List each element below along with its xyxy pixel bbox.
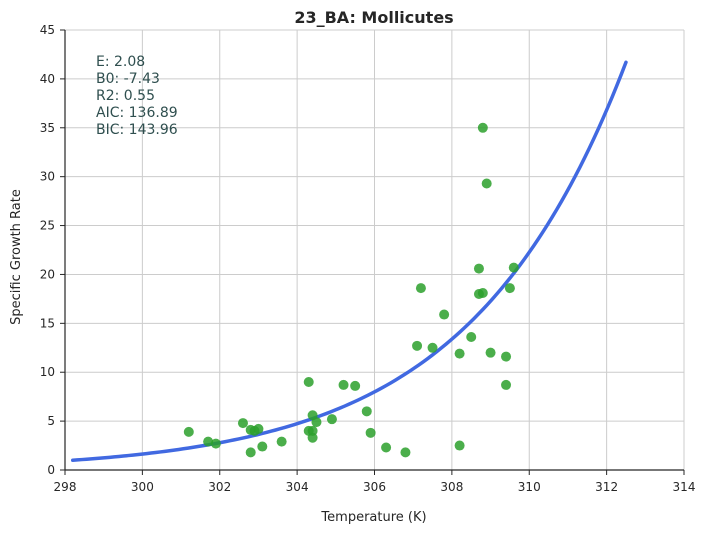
y-tick-label: 15	[40, 316, 55, 330]
data-point	[501, 351, 512, 362]
data-point	[276, 436, 287, 447]
x-tick-label: 308	[440, 480, 463, 494]
data-point	[350, 380, 361, 391]
fit-curve-group	[70, 60, 628, 462]
y-tick-label: 30	[40, 170, 55, 184]
y-axis-label: Specific Growth Rate	[9, 189, 24, 325]
data-point	[303, 377, 314, 387]
data-point	[415, 283, 426, 294]
stat-e: E: 2.08	[96, 54, 145, 70]
data-point	[501, 379, 512, 390]
stat-aic: AIC: 136.89	[96, 105, 178, 121]
fit-stats: E: 2.08 B0: -7.43 R2: 0.55 AIC: 136.89 B…	[96, 54, 178, 138]
x-tick-label: 312	[595, 480, 618, 494]
data-point	[427, 342, 438, 353]
data-point	[203, 436, 214, 447]
x-tick-label: 300	[131, 480, 154, 494]
x-tick-label: 314	[673, 480, 696, 494]
x-axis-label: Temperature (K)	[320, 510, 426, 525]
data-point	[473, 263, 484, 274]
data-point	[485, 347, 496, 358]
x-tick-label: 306	[363, 480, 386, 494]
data-points	[183, 122, 519, 458]
data-point	[466, 332, 477, 343]
data-point	[210, 438, 221, 449]
data-point	[454, 348, 465, 359]
data-point	[338, 379, 349, 390]
data-point	[400, 447, 411, 458]
data-point	[311, 417, 322, 428]
stat-bic: BIC: 143.96	[96, 122, 178, 138]
axes: 298 300 302 304 306 308 310 312 314 0 5 10 15 20 25 30 3…	[40, 23, 696, 494]
data-point	[253, 423, 264, 434]
stat-b0: B0: -7.43	[96, 71, 160, 87]
data-point	[508, 262, 519, 273]
y-tick-label: 25	[40, 219, 55, 233]
data-point	[454, 440, 465, 451]
data-point	[307, 432, 318, 443]
stat-r2: R2: 0.55	[96, 88, 155, 104]
y-tick-label: 5	[47, 414, 55, 428]
data-point	[237, 418, 248, 429]
data-point	[412, 340, 423, 351]
data-point	[245, 447, 256, 458]
chart-title: 23_BA: Mollicutes	[294, 8, 453, 27]
y-tick-label: 45	[40, 23, 55, 37]
y-tick-label: 10	[40, 365, 55, 379]
data-point	[481, 178, 492, 189]
data-point	[361, 406, 372, 417]
y-tick-label: 0	[47, 463, 55, 477]
x-tick-label: 310	[518, 480, 541, 494]
y-tick-label: 20	[40, 267, 55, 281]
fit-curve	[70, 60, 628, 462]
x-tick-label: 304	[286, 480, 309, 494]
data-point	[365, 427, 376, 438]
data-point	[183, 426, 194, 437]
x-tick-label: 298	[54, 480, 77, 494]
data-point	[381, 442, 392, 453]
y-tick-label: 40	[40, 72, 55, 86]
data-point	[439, 309, 450, 320]
data-point	[307, 425, 318, 436]
data-point	[326, 414, 337, 425]
y-tick-label: 35	[40, 121, 55, 135]
data-point	[477, 122, 488, 133]
data-point	[477, 288, 488, 299]
x-tick-label: 302	[208, 480, 231, 494]
data-point	[504, 283, 515, 294]
data-point	[257, 441, 268, 452]
